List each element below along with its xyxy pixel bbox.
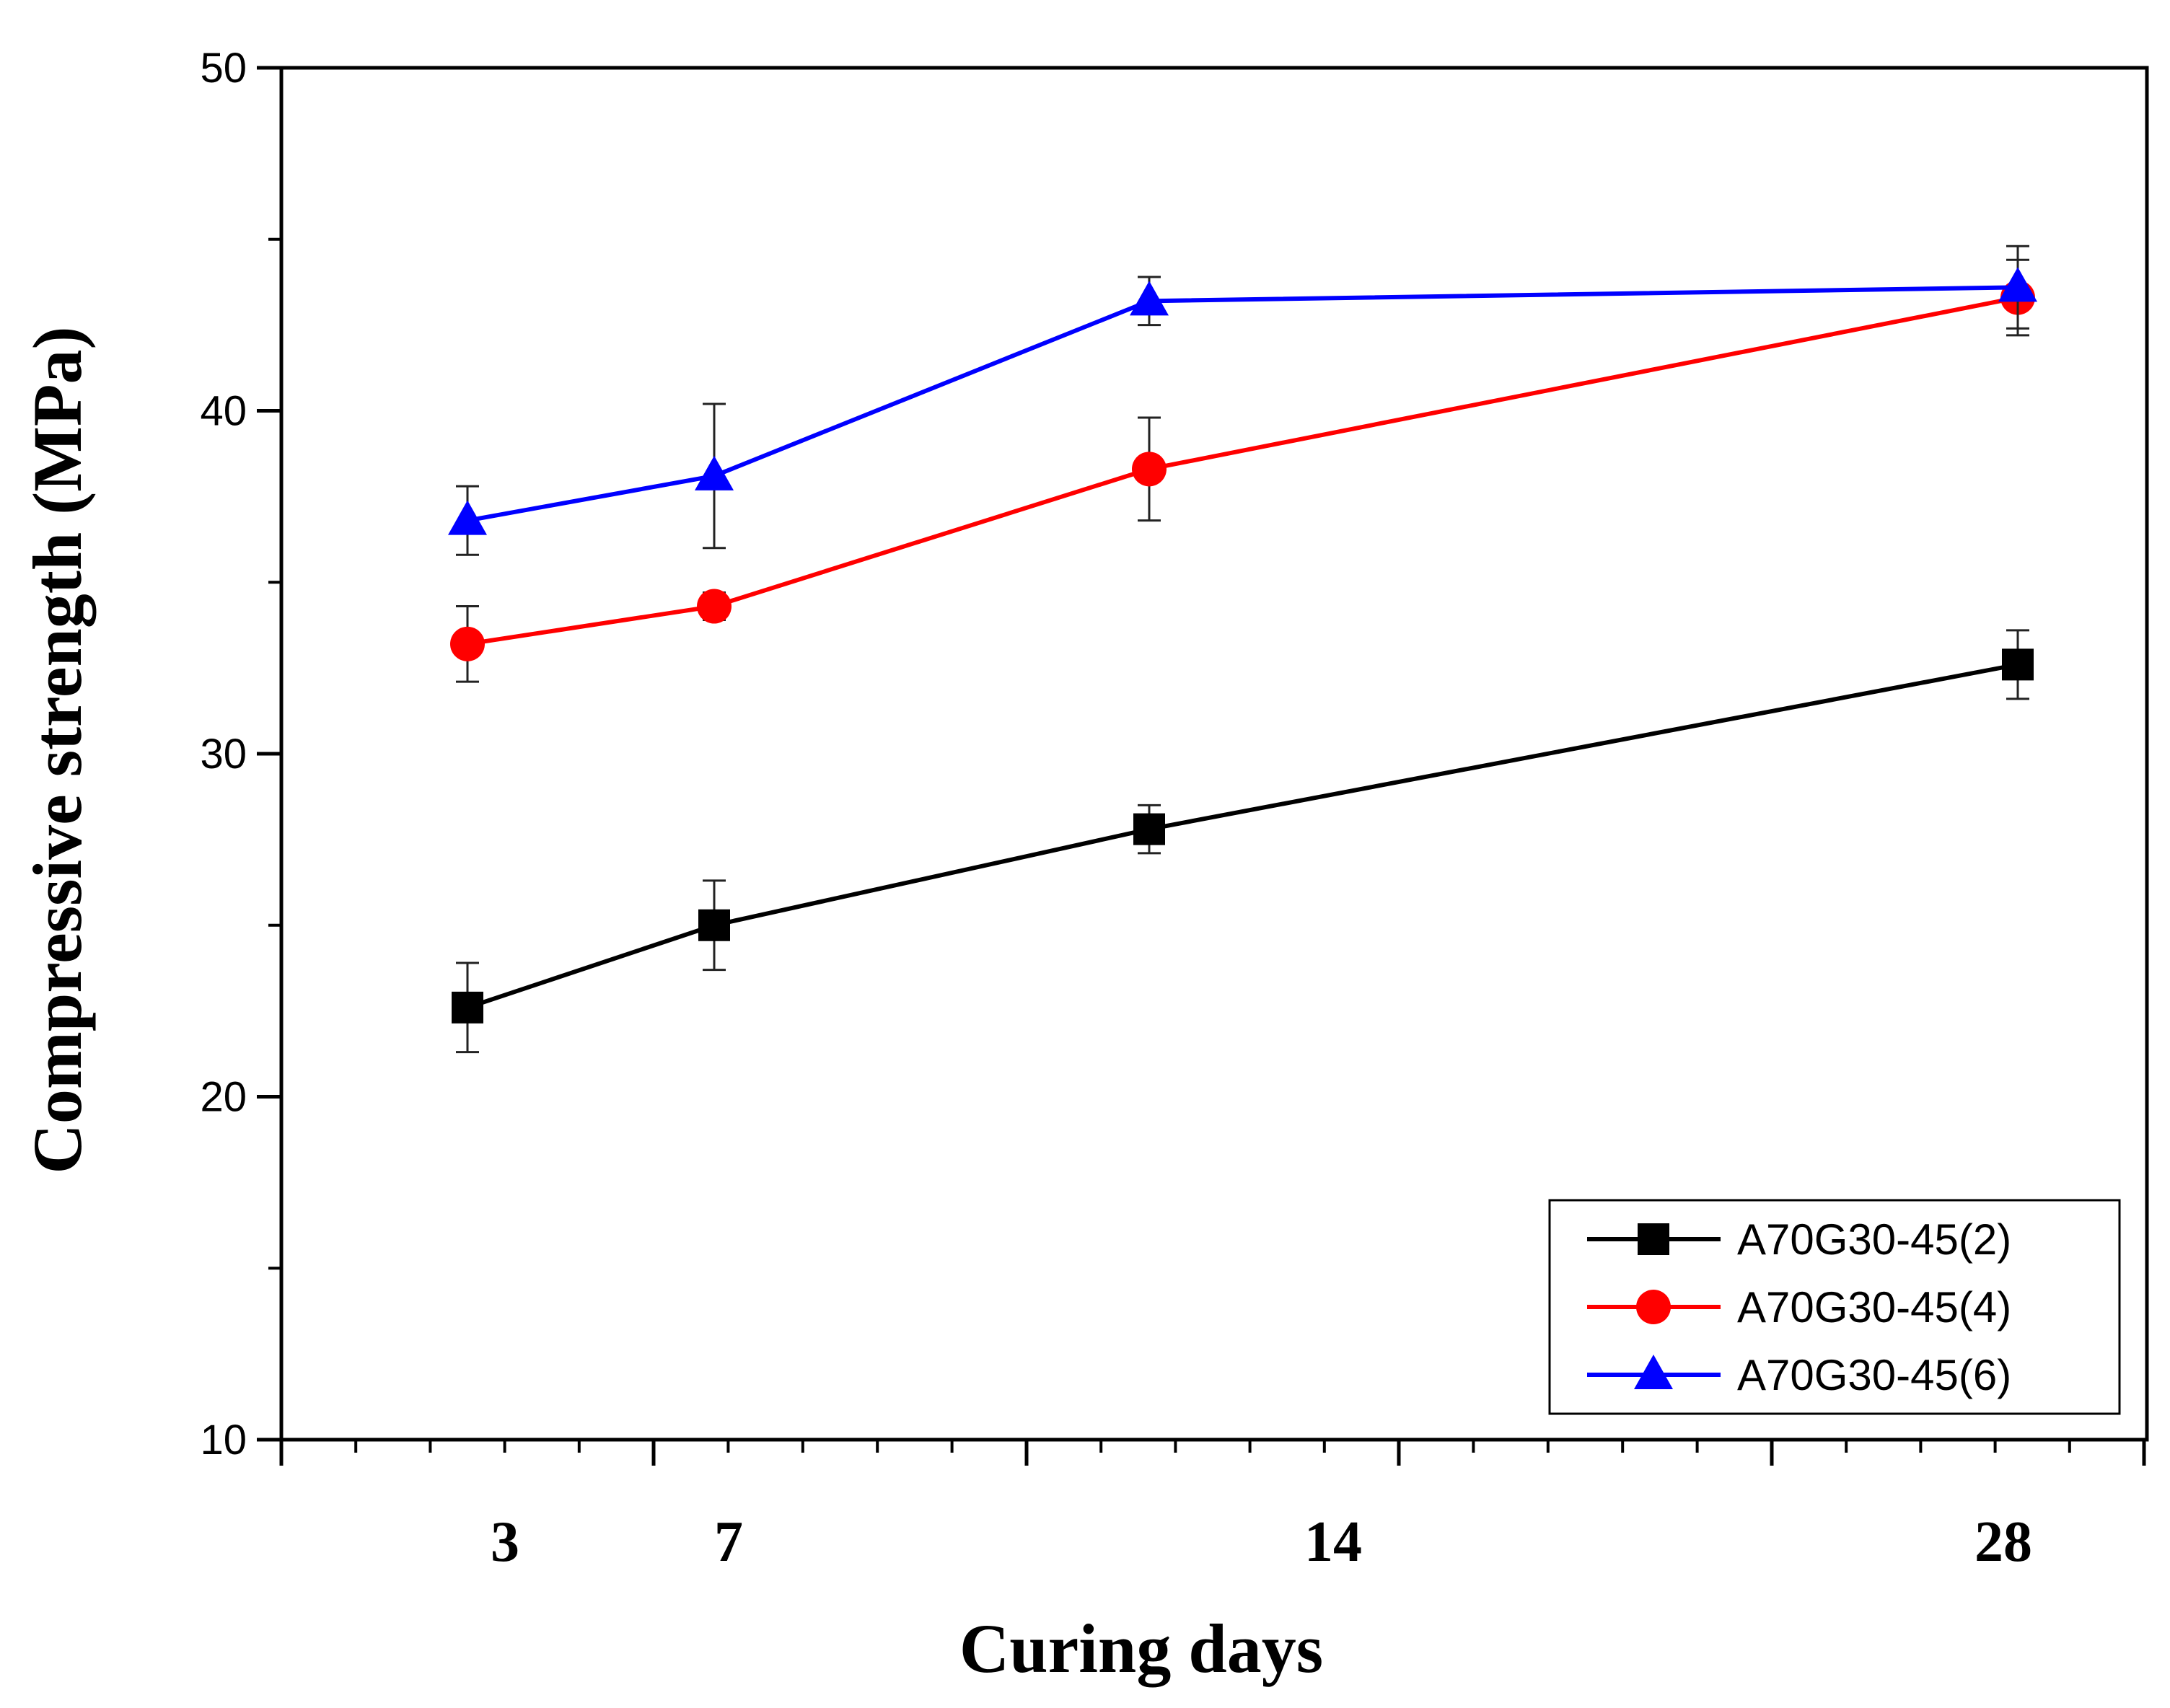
legend-label: A70G30-45(4) xyxy=(1737,1283,2011,1331)
series-3 xyxy=(448,245,2037,556)
x-tick-label: 7 xyxy=(714,1510,743,1574)
x-axis-title: Curing days xyxy=(959,1610,1323,1687)
data-point xyxy=(1130,281,1169,316)
legend-marker xyxy=(1634,1355,1673,1389)
data-point xyxy=(1133,813,1165,845)
data-point xyxy=(1132,452,1167,487)
series-line xyxy=(467,285,2019,523)
y-tick-label: 20 xyxy=(200,1074,247,1121)
series-2 xyxy=(450,258,2035,683)
series-layer xyxy=(448,245,2037,1054)
y-tick-label: 30 xyxy=(200,731,247,778)
data-point xyxy=(2002,648,2034,681)
x-tick-label: 14 xyxy=(1304,1510,1362,1574)
y-axis-title: Compressive strength (MPa) xyxy=(19,327,96,1174)
data-point xyxy=(695,455,734,490)
legend-label: A70G30-45(2) xyxy=(1737,1215,2011,1264)
data-point xyxy=(698,909,730,941)
data-point xyxy=(452,991,483,1024)
legend-marker xyxy=(1636,1290,1671,1324)
legend-item: A70G30-45(2) xyxy=(1587,1215,2011,1264)
data-point xyxy=(697,589,732,624)
data-point xyxy=(448,500,487,535)
y-tick-label: 10 xyxy=(200,1417,247,1463)
x-axis-ticks: 3 7 14 28 xyxy=(279,1440,2146,1574)
series-1 xyxy=(452,629,2034,1054)
y-axis-ticks: 10 20 30 40 50 xyxy=(200,45,281,1463)
series-line xyxy=(467,662,2019,1010)
x-tick-label: 28 xyxy=(1974,1510,2032,1574)
legend-item: A70G30-45(4) xyxy=(1587,1283,2011,1331)
legend: A70G30-45(2) A70G30-45(4) A70G30-45(6) xyxy=(1548,1199,2121,1415)
legend-label: A70G30-45(6) xyxy=(1737,1351,2011,1399)
data-point xyxy=(1998,267,2037,302)
y-tick-label: 50 xyxy=(200,45,247,92)
legend-items: A70G30-45(2) A70G30-45(4) A70G30-45(6) xyxy=(1587,1215,2011,1399)
series-line xyxy=(467,295,2019,646)
x-tick-label: 3 xyxy=(491,1510,519,1574)
data-point xyxy=(450,626,485,661)
legend-marker xyxy=(1638,1223,1669,1255)
y-tick-label: 40 xyxy=(200,388,247,435)
legend-item: A70G30-45(6) xyxy=(1587,1351,2011,1399)
